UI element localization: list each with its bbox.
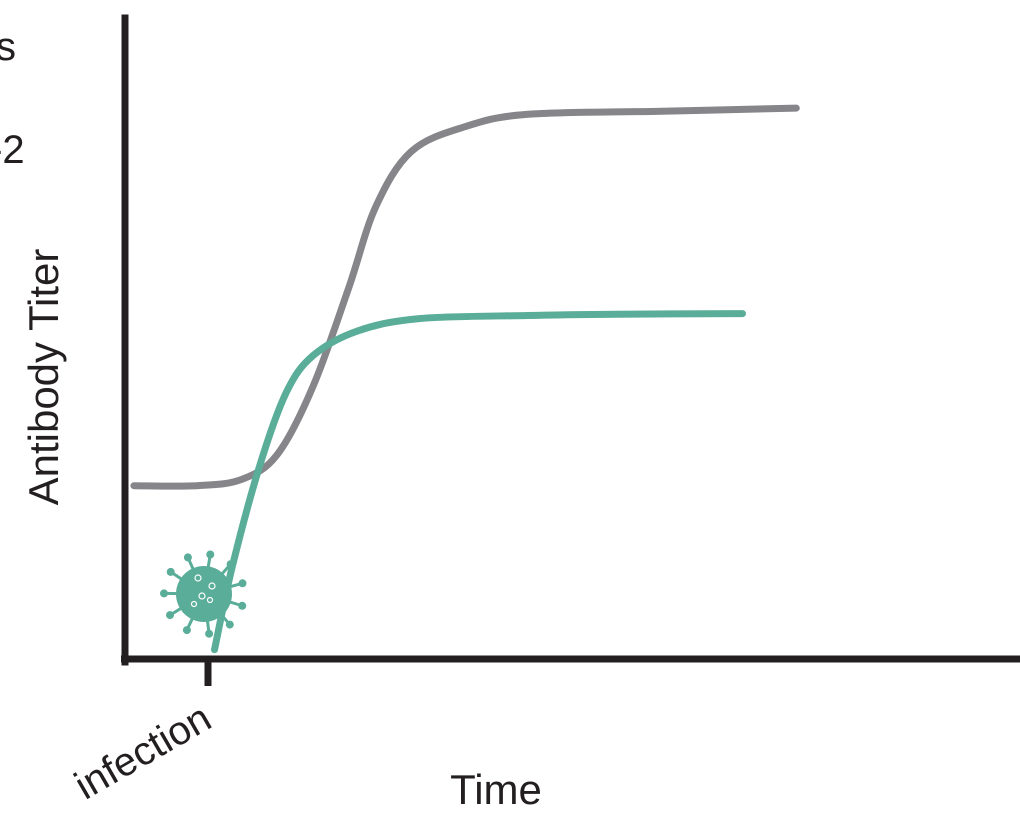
series-line-gray — [130, 104, 800, 490]
virus-spot — [194, 574, 202, 582]
series-line-teal — [211, 310, 746, 654]
clipped-text-top: s — [0, 25, 16, 69]
x-tick-label-infection: infection — [67, 696, 218, 809]
virus-spot — [198, 592, 206, 600]
virus-spike-tip — [183, 553, 192, 562]
virus-icon — [160, 550, 247, 638]
virus-spike-tip — [238, 579, 247, 588]
virus-spike-tip — [166, 611, 174, 620]
virus-spot — [206, 596, 214, 604]
virus-spike-tip — [206, 550, 215, 559]
virus-spike-tip — [226, 560, 235, 569]
virus-spike-tip — [238, 601, 247, 610]
x-axis-label: Time — [450, 766, 542, 813]
clipped-text-middle: /-2 — [0, 128, 25, 172]
virus-spike-tip — [205, 629, 214, 638]
virus-spike-tip — [225, 620, 234, 629]
virus-spike-tip — [160, 589, 168, 598]
virus-spot — [208, 582, 216, 590]
virus-spike-tip — [166, 567, 175, 576]
virus-spot — [190, 600, 198, 608]
virus-spike-tip — [182, 626, 191, 635]
y-axis-label: Antibody Titer — [20, 249, 67, 506]
